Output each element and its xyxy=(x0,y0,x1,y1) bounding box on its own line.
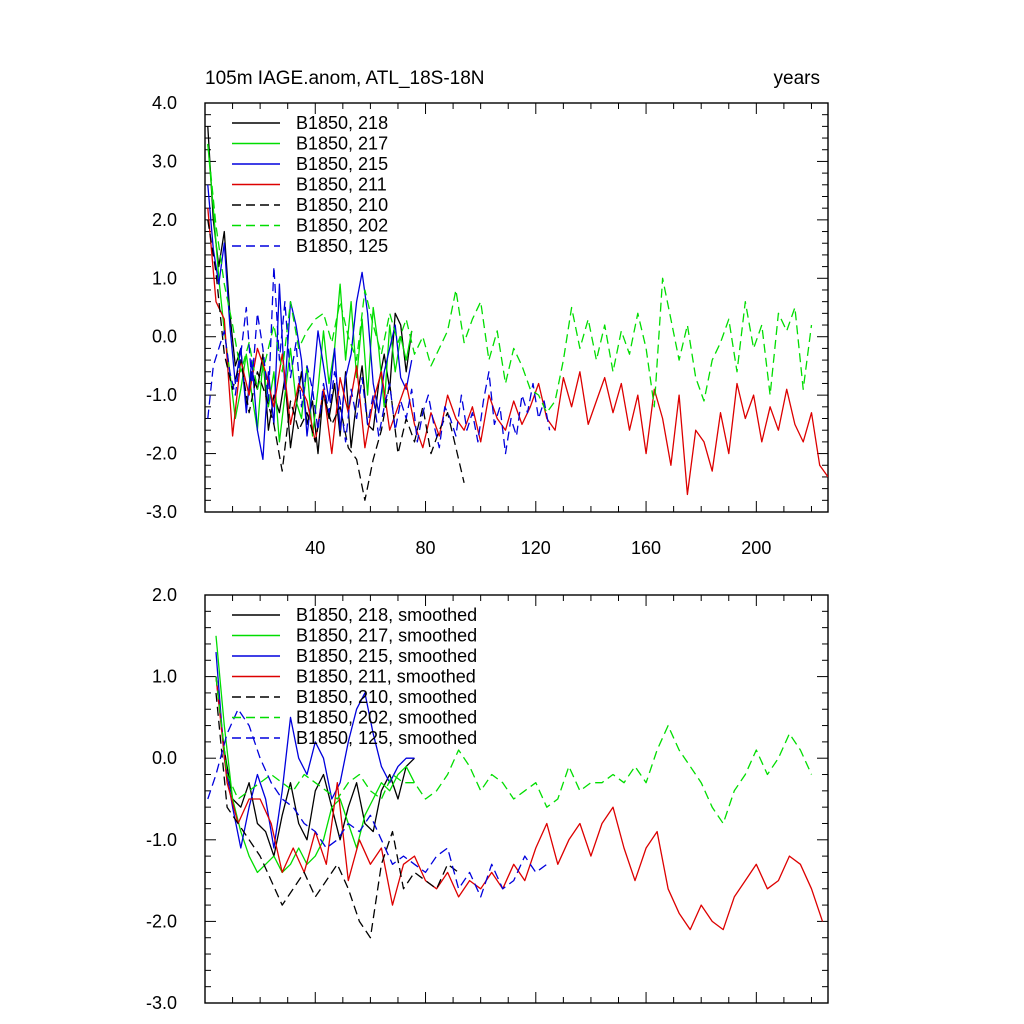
y-tick-label: 0.0 xyxy=(152,327,177,347)
series-line-3 xyxy=(215,652,415,849)
y-tick-label: 2.0 xyxy=(152,210,177,230)
legend-label-7: B1850, 125 xyxy=(296,236,388,256)
legend-label-4: B1850, 211 xyxy=(296,175,387,195)
y-tick-label: -1.0 xyxy=(146,830,177,850)
series-line-4 xyxy=(215,676,824,931)
legend-label-3: B1850, 215, smoothed xyxy=(296,646,477,666)
series-line-7 xyxy=(207,708,548,898)
chart-title: 105m IAGE.anom, ATL_18S-18N xyxy=(205,68,485,89)
y-tick-label: 4.0 xyxy=(152,93,177,113)
legend-label-4: B1850, 211, smoothed xyxy=(296,667,476,687)
units-label: years xyxy=(774,68,820,89)
x-tick-label: 160 xyxy=(631,538,661,558)
legend-label-3: B1850, 215 xyxy=(296,154,388,174)
y-tick-label: 3.0 xyxy=(152,151,177,171)
legend-label-1: B1850, 218, smoothed xyxy=(296,605,477,625)
series-line-5 xyxy=(207,219,465,501)
legend-label-5: B1850, 210, smoothed xyxy=(296,687,477,707)
panel-1: 105m IAGE.anom, ATL_18S-18N years 4.0 3.0 2.… xyxy=(146,68,829,558)
series-line-6 xyxy=(207,143,813,414)
series-group xyxy=(207,635,824,939)
legend-label-6: B1850, 202 xyxy=(296,216,388,236)
y-tick-label: -2.0 xyxy=(146,444,177,464)
series-line-1 xyxy=(215,676,415,857)
legend-label-2: B1850, 217 xyxy=(296,134,388,154)
legend-label-5: B1850, 210 xyxy=(296,195,388,215)
panel-2: 2.0 1.0 0.0 -1.0 -2.0 -3.0 B1850, 218, smoothe… xyxy=(146,585,829,1013)
series-line-4 xyxy=(207,208,828,496)
legend-label-2: B1850, 217, smoothed xyxy=(296,626,477,646)
y-tick-label: -3.0 xyxy=(146,502,177,522)
series-line-7 xyxy=(207,265,551,455)
series-group xyxy=(207,126,828,501)
y-tick-label: -3.0 xyxy=(146,993,177,1013)
y-tick-label: 1.0 xyxy=(152,667,177,687)
y-tick-label: -2.0 xyxy=(146,911,177,931)
x-tick-label: 200 xyxy=(741,538,771,558)
y-tick-label: 2.0 xyxy=(152,585,177,605)
series-line-5 xyxy=(215,692,459,939)
y-tick-label: 0.0 xyxy=(152,748,177,768)
x-tick-label: 40 xyxy=(305,538,325,558)
legend-label-1: B1850, 218 xyxy=(296,113,388,133)
plot-frame xyxy=(204,594,829,1004)
series-line-6 xyxy=(215,676,813,825)
legend-label-6: B1850, 202, smoothed xyxy=(296,708,477,728)
x-tick-label: 120 xyxy=(521,538,551,558)
x-tick-label: 80 xyxy=(416,538,436,558)
plot-frame xyxy=(204,102,829,513)
series-line-2 xyxy=(215,635,416,874)
y-tick-label: 1.0 xyxy=(152,268,177,288)
legend-label-7: B1850, 125, smoothed xyxy=(296,728,477,748)
y-tick-label: -1.0 xyxy=(146,385,177,405)
